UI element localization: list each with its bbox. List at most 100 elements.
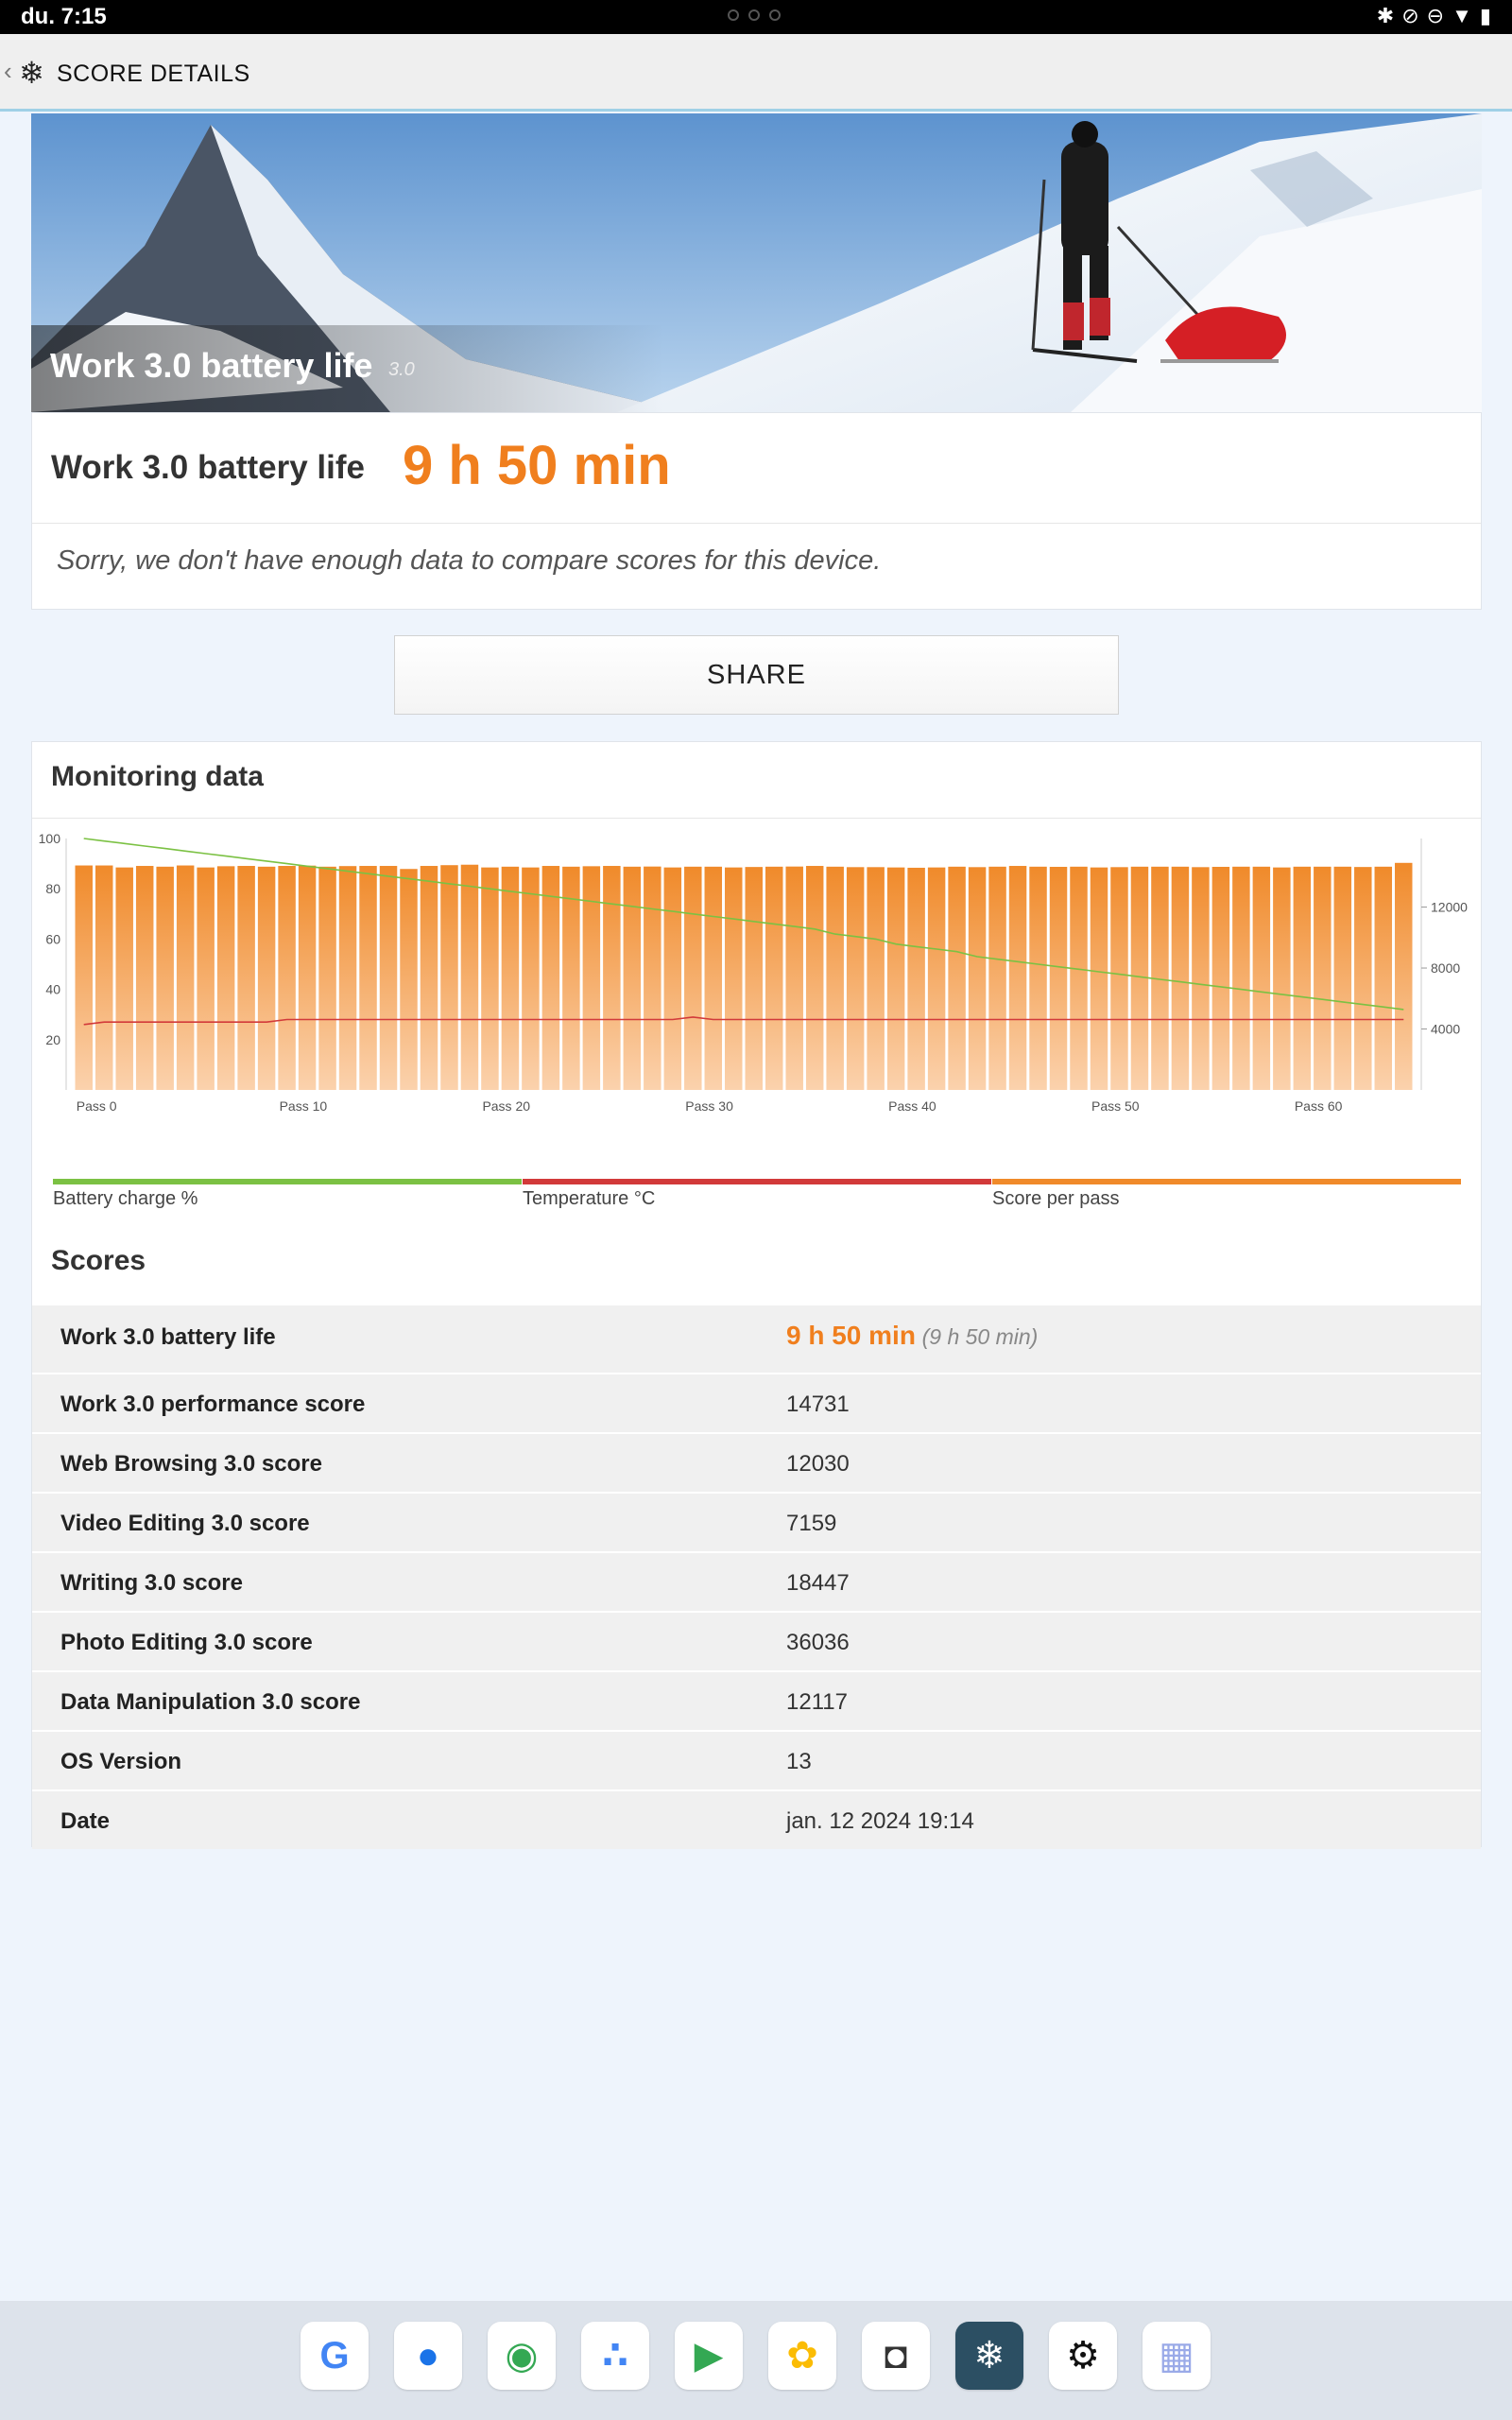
score-bar bbox=[1374, 866, 1393, 1090]
score-bar bbox=[237, 866, 255, 1090]
score-label: Date bbox=[60, 1808, 111, 1834]
messages-app-icon[interactable]: ● bbox=[394, 2322, 462, 2390]
score-row-os-version: OS Version 13 bbox=[32, 1730, 1481, 1789]
score-bar bbox=[338, 866, 357, 1090]
app-drawer-icon[interactable]: ▦ bbox=[1143, 2322, 1211, 2390]
x-axis-tick-label: Pass 30 bbox=[685, 1098, 733, 1114]
score-bar bbox=[988, 866, 1006, 1090]
play-store-app-icon[interactable]: ▶ bbox=[675, 2322, 743, 2390]
score-bar bbox=[481, 867, 499, 1090]
right-axis-tick-label: 12000 bbox=[1431, 900, 1468, 915]
score-bar bbox=[1130, 866, 1149, 1090]
score-bar bbox=[725, 867, 743, 1090]
score-value: 7159 bbox=[786, 1511, 837, 1536]
legend-temperature-swatch bbox=[523, 1179, 991, 1184]
score-label: OS Version bbox=[60, 1749, 182, 1774]
monitoring-chart: 20 40 60 80 100 4000 8000 12000 Pass 0 Pass 10 Pas… bbox=[39, 831, 1469, 1114]
pcmark-app-icon[interactable]: ❄ bbox=[955, 2322, 1023, 2390]
wifi-icon: ▼ bbox=[1452, 4, 1480, 27]
legend-battery-swatch bbox=[53, 1179, 522, 1184]
camera-app-icon[interactable]: ◘ bbox=[862, 2322, 930, 2390]
chrome-app-icon[interactable]: ◉ bbox=[488, 2322, 556, 2390]
score-bar bbox=[1110, 867, 1128, 1090]
score-bar bbox=[785, 866, 803, 1090]
score-bar bbox=[927, 867, 946, 1090]
pcmark-logo-icon[interactable]: ❄ bbox=[19, 56, 44, 90]
hero-banner: Work 3.0 battery life 3.0 bbox=[31, 113, 1482, 412]
share-button[interactable]: SHARE bbox=[394, 635, 1119, 715]
score-label: Web Browsing 3.0 score bbox=[60, 1451, 322, 1477]
x-axis-tick-label: Pass 40 bbox=[888, 1098, 936, 1114]
score-bar bbox=[318, 866, 336, 1090]
status-bar: du. 7:15 ✱⊘⊖▼▮ bbox=[0, 0, 1512, 34]
back-chevron-icon[interactable]: ‹ bbox=[4, 57, 12, 85]
settings-app-icon[interactable]: ⚙ bbox=[1049, 2322, 1117, 2390]
score-bar bbox=[1008, 866, 1027, 1090]
x-axis-tick-label: Pass 50 bbox=[1091, 1098, 1140, 1114]
x-axis-tick-label: Pass 10 bbox=[280, 1098, 328, 1114]
x-axis-tick-label: Pass 60 bbox=[1295, 1098, 1343, 1114]
score-bar bbox=[1314, 866, 1332, 1090]
score-row-date: Date jan. 12 2024 19:14 bbox=[32, 1789, 1481, 1849]
hero-label: Work 3.0 battery life 3.0 bbox=[31, 325, 664, 412]
right-axis-tick-label: 4000 bbox=[1431, 1022, 1460, 1037]
score-bar bbox=[644, 866, 662, 1090]
score-bar bbox=[1395, 862, 1413, 1090]
score-bar bbox=[197, 867, 215, 1090]
score-value: 9 h 50 min (9 h 50 min) bbox=[786, 1321, 1038, 1351]
compare-note: Sorry, we don't have enough data to comp… bbox=[57, 545, 882, 576]
google-app-icon[interactable]: G bbox=[301, 2322, 369, 2390]
score-bar bbox=[1192, 867, 1210, 1090]
score-bar bbox=[948, 866, 966, 1090]
score-bar bbox=[704, 866, 723, 1090]
legend-temperature-label: Temperature °C bbox=[523, 1188, 656, 1209]
score-row-web-browsing: Web Browsing 3.0 score 12030 bbox=[32, 1432, 1481, 1492]
score-bar bbox=[1252, 866, 1271, 1090]
score-bar bbox=[379, 866, 398, 1090]
score-bar bbox=[257, 866, 276, 1090]
score-bar bbox=[968, 867, 987, 1090]
photos-app-icon[interactable]: ✿ bbox=[768, 2322, 836, 2390]
result-label: Work 3.0 battery life bbox=[51, 449, 365, 486]
score-bar bbox=[1029, 866, 1047, 1090]
app-dock: G ● ◉ ∴ ▶ ✿ ◘ ❄ ⚙ ▦ bbox=[0, 2301, 1512, 2420]
score-label: Writing 3.0 score bbox=[60, 1570, 243, 1596]
left-axis-tick-label: 80 bbox=[45, 881, 60, 896]
score-bar bbox=[156, 866, 174, 1090]
battery-charge-line bbox=[83, 838, 1404, 1011]
score-bar bbox=[1293, 866, 1312, 1090]
left-axis-tick-label: 60 bbox=[45, 931, 60, 946]
score-row-battery-life: Work 3.0 battery life 9 h 50 min (9 h 50… bbox=[32, 1304, 1481, 1373]
temperature-line bbox=[83, 1016, 1404, 1026]
score-value-sub: (9 h 50 min) bbox=[921, 1324, 1039, 1349]
page-title: SCORE DETAILS bbox=[57, 60, 250, 87]
score-bar bbox=[1151, 866, 1169, 1090]
score-bar bbox=[216, 866, 235, 1090]
score-bar bbox=[805, 866, 824, 1090]
assistant-app-icon[interactable]: ∴ bbox=[581, 2322, 649, 2390]
score-row-video-editing: Video Editing 3.0 score 7159 bbox=[32, 1492, 1481, 1551]
score-value: 18447 bbox=[786, 1570, 850, 1596]
bluetooth-icon: ✱ bbox=[1376, 4, 1402, 27]
x-axis-tick-label: Pass 20 bbox=[482, 1098, 530, 1114]
monitoring-card: Monitoring data 20 40 60 80 100 4000 8000 12000… bbox=[31, 741, 1482, 1849]
scores-title: Scores bbox=[51, 1245, 146, 1276]
score-row-writing: Writing 3.0 score 18447 bbox=[32, 1551, 1481, 1611]
score-bar bbox=[1232, 866, 1250, 1090]
scores-table: Work 3.0 battery life 9 h 50 min (9 h 50… bbox=[32, 1304, 1481, 1849]
score-bar bbox=[582, 866, 601, 1090]
battery-icon: ▮ bbox=[1479, 4, 1499, 27]
score-value: 12030 bbox=[786, 1451, 850, 1477]
score-bar bbox=[359, 866, 377, 1090]
score-bar bbox=[278, 866, 296, 1090]
score-value: 13 bbox=[786, 1749, 812, 1774]
score-row-data-manipulation: Data Manipulation 3.0 score 12117 bbox=[32, 1670, 1481, 1730]
mute-icon: ⊘ bbox=[1401, 4, 1427, 27]
score-bar bbox=[907, 867, 925, 1090]
score-label: Work 3.0 performance score bbox=[60, 1392, 366, 1417]
score-value: 14731 bbox=[786, 1392, 850, 1417]
score-bar bbox=[1354, 867, 1372, 1090]
score-bar bbox=[867, 867, 885, 1090]
score-bar bbox=[1171, 866, 1190, 1090]
left-axis-tick-label: 100 bbox=[39, 831, 61, 846]
